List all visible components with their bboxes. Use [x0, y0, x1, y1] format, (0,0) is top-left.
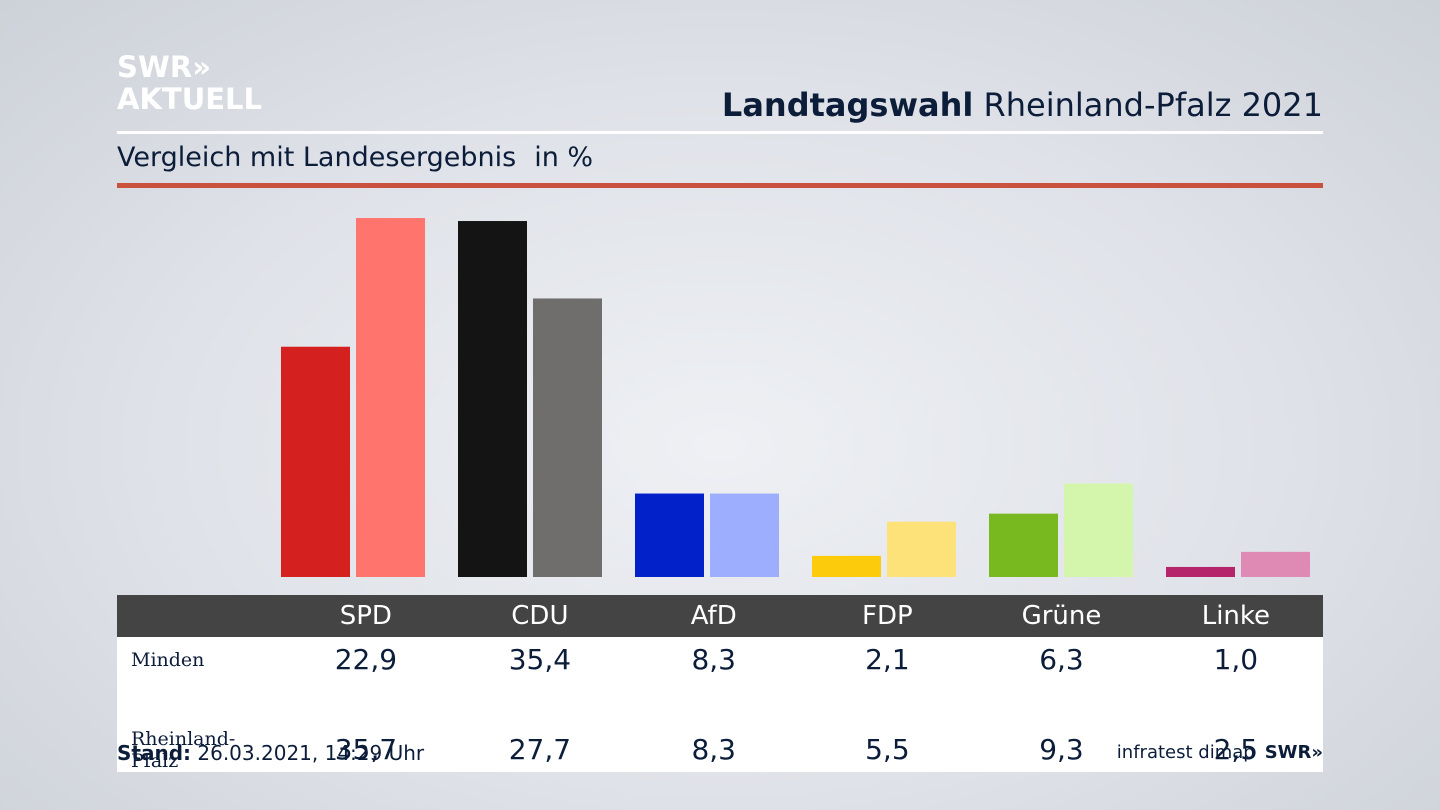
title-divider — [117, 131, 1323, 134]
bar-afd-minden — [635, 493, 704, 577]
source-credit: infratest dimap — [1116, 742, 1255, 763]
swr-aktuell-logo: SWR» AKTUELL — [117, 53, 262, 114]
bar-fdp-minden — [812, 555, 881, 577]
unit-label: in % — [534, 142, 594, 173]
table-header-row: SPD CDU AfD FDP Grüne Linke — [117, 595, 1323, 637]
bar-afd-rheinland-pfalz — [710, 493, 779, 577]
title-bold: Landtagswahl — [721, 86, 974, 124]
logo-aktuell-text: AKTUELL — [117, 82, 263, 116]
table-row: Rheinland-Pfalz 35,7 27,7 8,3 5,5 9,3 2,… — [117, 727, 1323, 772]
footer-credits: infratest dimap SWR» — [1117, 742, 1323, 763]
party-header: Grüne — [1021, 601, 1102, 631]
bar-grne-minden — [989, 513, 1058, 577]
party-header: CDU — [511, 601, 569, 631]
stand-label: Stand: — [117, 741, 192, 765]
subtitle-text: Vergleich mit Landesergebnis — [117, 142, 517, 173]
party-header: AfD — [690, 601, 737, 631]
value-cell: 27,7 — [508, 733, 572, 766]
value-cell: 5,5 — [865, 733, 910, 766]
logo-swr-text: SWR — [117, 50, 193, 84]
bar-linke-rheinland-pfalz — [1241, 551, 1310, 577]
row-label: Rheinland-Pfalz — [131, 727, 236, 772]
bar-fdp-rheinland-pfalz — [887, 521, 956, 577]
row-separator — [117, 682, 1323, 727]
value-cell: 8,3 — [691, 733, 736, 766]
value-cell: 1,0 — [1213, 643, 1259, 676]
row-label: Minden — [131, 648, 205, 671]
bar-chart — [281, 218, 1310, 578]
subtitle-divider — [117, 183, 1323, 188]
bar-spd-rheinland-pfalz — [356, 218, 425, 577]
results-table: SPD CDU AfD FDP Grüne Linke Minden 22,9 … — [117, 595, 1323, 772]
bar-cdu-rheinland-pfalz — [533, 298, 602, 577]
swr-brand-logo: SWR» — [1264, 742, 1323, 763]
value-cell: 6,3 — [1039, 643, 1084, 676]
bar-spd-minden — [281, 346, 350, 577]
stand-value: 26.03.2021, 14:29 Uhr — [197, 741, 425, 765]
value-cell: 35,7 — [334, 733, 398, 766]
party-header: Linke — [1201, 601, 1271, 631]
value-cell: 8,3 — [691, 643, 736, 676]
title-rest: Rheinland-Pfalz 2021 — [983, 86, 1323, 124]
party-header: SPD — [339, 601, 392, 631]
chart-subtitle: Vergleich mit Landesergebnis in % — [117, 142, 593, 173]
value-cell: 22,9 — [334, 643, 398, 676]
table-row: Minden 22,9 35,4 8,3 2,1 6,3 1,0 — [117, 637, 1323, 682]
value-cell: 9,3 — [1039, 733, 1084, 766]
stand-timestamp: Stand: 26.03.2021, 14:29 Uhr — [117, 741, 424, 765]
value-cell: 2,1 — [865, 643, 910, 676]
party-header: FDP — [862, 601, 913, 631]
bar-grne-rheinland-pfalz — [1064, 483, 1133, 577]
page-title: Landtagswahl Rheinland-Pfalz 2021 — [722, 86, 1323, 124]
bar-cdu-minden — [458, 221, 527, 578]
value-cell: 2,5 — [1213, 733, 1259, 766]
logo-arrows-icon: » — [192, 50, 211, 84]
header-empty-cell — [117, 595, 279, 637]
value-cell: 35,4 — [508, 643, 572, 676]
bar-linke-minden — [1166, 566, 1235, 577]
